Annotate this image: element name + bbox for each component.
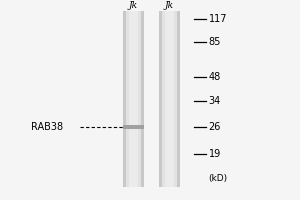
Text: 117: 117: [208, 14, 227, 24]
Text: 48: 48: [208, 72, 221, 82]
Text: (kD): (kD): [208, 173, 228, 182]
Bar: [123, 11, 144, 187]
Bar: [161, 11, 178, 187]
Bar: [165, 11, 174, 187]
Bar: [129, 11, 138, 187]
Text: 85: 85: [208, 37, 221, 47]
Bar: [125, 11, 142, 187]
Bar: [159, 11, 180, 187]
Text: 34: 34: [208, 96, 221, 106]
Text: RAB38: RAB38: [31, 122, 63, 132]
Text: Jk: Jk: [129, 1, 138, 10]
Text: 19: 19: [208, 149, 221, 159]
Bar: [123, 125, 144, 129]
Text: 26: 26: [208, 122, 221, 132]
Text: Jk: Jk: [165, 1, 174, 10]
